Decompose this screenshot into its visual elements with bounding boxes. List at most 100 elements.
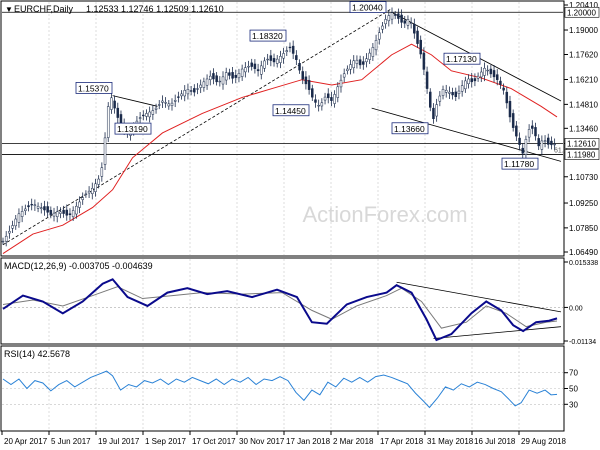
level-label: 1.20000 [567, 8, 596, 17]
candle-body [33, 204, 37, 206]
rsi-tick-label: 70 [569, 369, 578, 378]
candle-body [495, 74, 499, 80]
candle-body [483, 67, 486, 76]
price-panel [0, 0, 565, 257]
candle-body [409, 22, 413, 24]
candle-body [260, 65, 263, 75]
price-tick-label: 1.13460 [569, 124, 598, 133]
candle-body [59, 211, 62, 214]
rsi-axis: 70 50 30 [564, 369, 578, 409]
watermark: ActionForex.com [302, 202, 467, 227]
candle-body [314, 99, 317, 103]
candle-body [492, 70, 496, 78]
candle-body [540, 140, 544, 150]
candle-body [397, 13, 400, 19]
candle-body [352, 60, 355, 69]
candle-body [17, 213, 21, 223]
candle-body [527, 129, 531, 138]
price-axis: 1.20410 1.19000 1.17620 1.16210 1.14810 1.134… [564, 1, 600, 257]
candle-body [342, 73, 346, 78]
price-tick-label: 1.19000 [569, 26, 598, 35]
candle-body [142, 114, 145, 117]
price-annotation-box [75, 82, 113, 94]
candle-body [215, 75, 218, 83]
candle-body [301, 71, 304, 80]
price-annotation-box [501, 157, 539, 170]
rsi-tick-label: 50 [569, 385, 578, 394]
candle-body [393, 14, 397, 16]
price-tick-label: 1.07850 [569, 224, 598, 233]
candle-body [457, 90, 461, 94]
candle-body [180, 93, 183, 97]
x-tick-label: 17 Oct 2017 [192, 437, 236, 446]
candle-body [87, 190, 91, 194]
candle-body [8, 230, 11, 234]
candle-body [164, 102, 167, 104]
candle-body [91, 188, 94, 194]
x-axis: 20 Apr 2017 5 Jun 2017 19 Jul 2017 1 Sep 20… [1, 431, 566, 446]
price-annotation-label: 1.14450 [275, 106, 306, 116]
rsi-grid [2, 347, 563, 430]
candle-body [291, 45, 295, 54]
candle-body [470, 78, 473, 83]
price-title-text: EURCHF,Daily [14, 4, 74, 14]
rsi-tick-label: 30 [569, 400, 578, 409]
candle-body [75, 205, 78, 215]
candle-body [263, 60, 266, 69]
candle-body [40, 207, 43, 209]
price-annotation-label: 1.15370 [78, 83, 109, 93]
candle-body [65, 209, 69, 216]
candle-body [505, 91, 509, 104]
candle-body [413, 23, 416, 34]
price-tick-label: 1.14810 [569, 100, 598, 109]
candle-body [451, 92, 454, 96]
macd-title: MACD(12,26,9) -0.003705 -0.004639 [4, 261, 153, 271]
candle-body [177, 96, 180, 98]
candle-body [113, 100, 116, 109]
macd-tick-label: -0.01134 [569, 339, 596, 346]
macd-grid [2, 259, 563, 343]
candle-body [550, 140, 553, 146]
candle-body [199, 84, 202, 88]
candle-body [480, 71, 483, 78]
candle-body [429, 91, 432, 108]
candle-body [288, 46, 292, 49]
candle-body [154, 107, 158, 110]
price-tick-label: 1.09250 [569, 199, 598, 208]
price-annotation-label: 1.11780 [504, 159, 534, 169]
rsi-line [2, 370, 558, 409]
candle-body [202, 81, 206, 88]
price-annotations: 1.15370 1.13190 1.18320 1.14450 1.20040 1.171… [75, 1, 539, 170]
price-annotation-label: 1.20040 [352, 3, 383, 13]
candle-body [100, 167, 104, 177]
candle-body [244, 67, 247, 73]
price-annotation-box [443, 52, 481, 65]
fib-label: 61.8 [554, 148, 568, 155]
candle-body [518, 137, 521, 145]
macd-tick-label: 0.00 [569, 305, 583, 312]
candle-body [515, 125, 518, 137]
macd-tick-label: 0.015338 [569, 260, 598, 267]
candle-body [464, 80, 467, 90]
candle-body [553, 143, 556, 146]
price-tick-label: 1.10730 [569, 173, 598, 182]
candle-body [84, 193, 88, 196]
price-levels: 61.8 [2, 11, 568, 155]
candle-body [543, 140, 547, 142]
candle-body [524, 139, 528, 155]
candle-body [272, 58, 276, 63]
macd-trend-line [433, 326, 562, 339]
candle-body [416, 30, 419, 44]
x-tick-label: 17 Jan 2018 [286, 437, 331, 446]
candle-body [438, 95, 442, 102]
candle-body [425, 71, 429, 89]
candle-body [323, 96, 327, 101]
x-tick-label: 5 Jun 2017 [51, 437, 91, 446]
candle-body [454, 91, 458, 97]
candle-body [55, 211, 59, 217]
x-tick-label: 17 Apr 2018 [380, 437, 424, 446]
level-label-box [564, 6, 600, 18]
macd-panel [0, 257, 565, 345]
candle-body [68, 213, 72, 215]
price-trend-line [371, 107, 562, 162]
